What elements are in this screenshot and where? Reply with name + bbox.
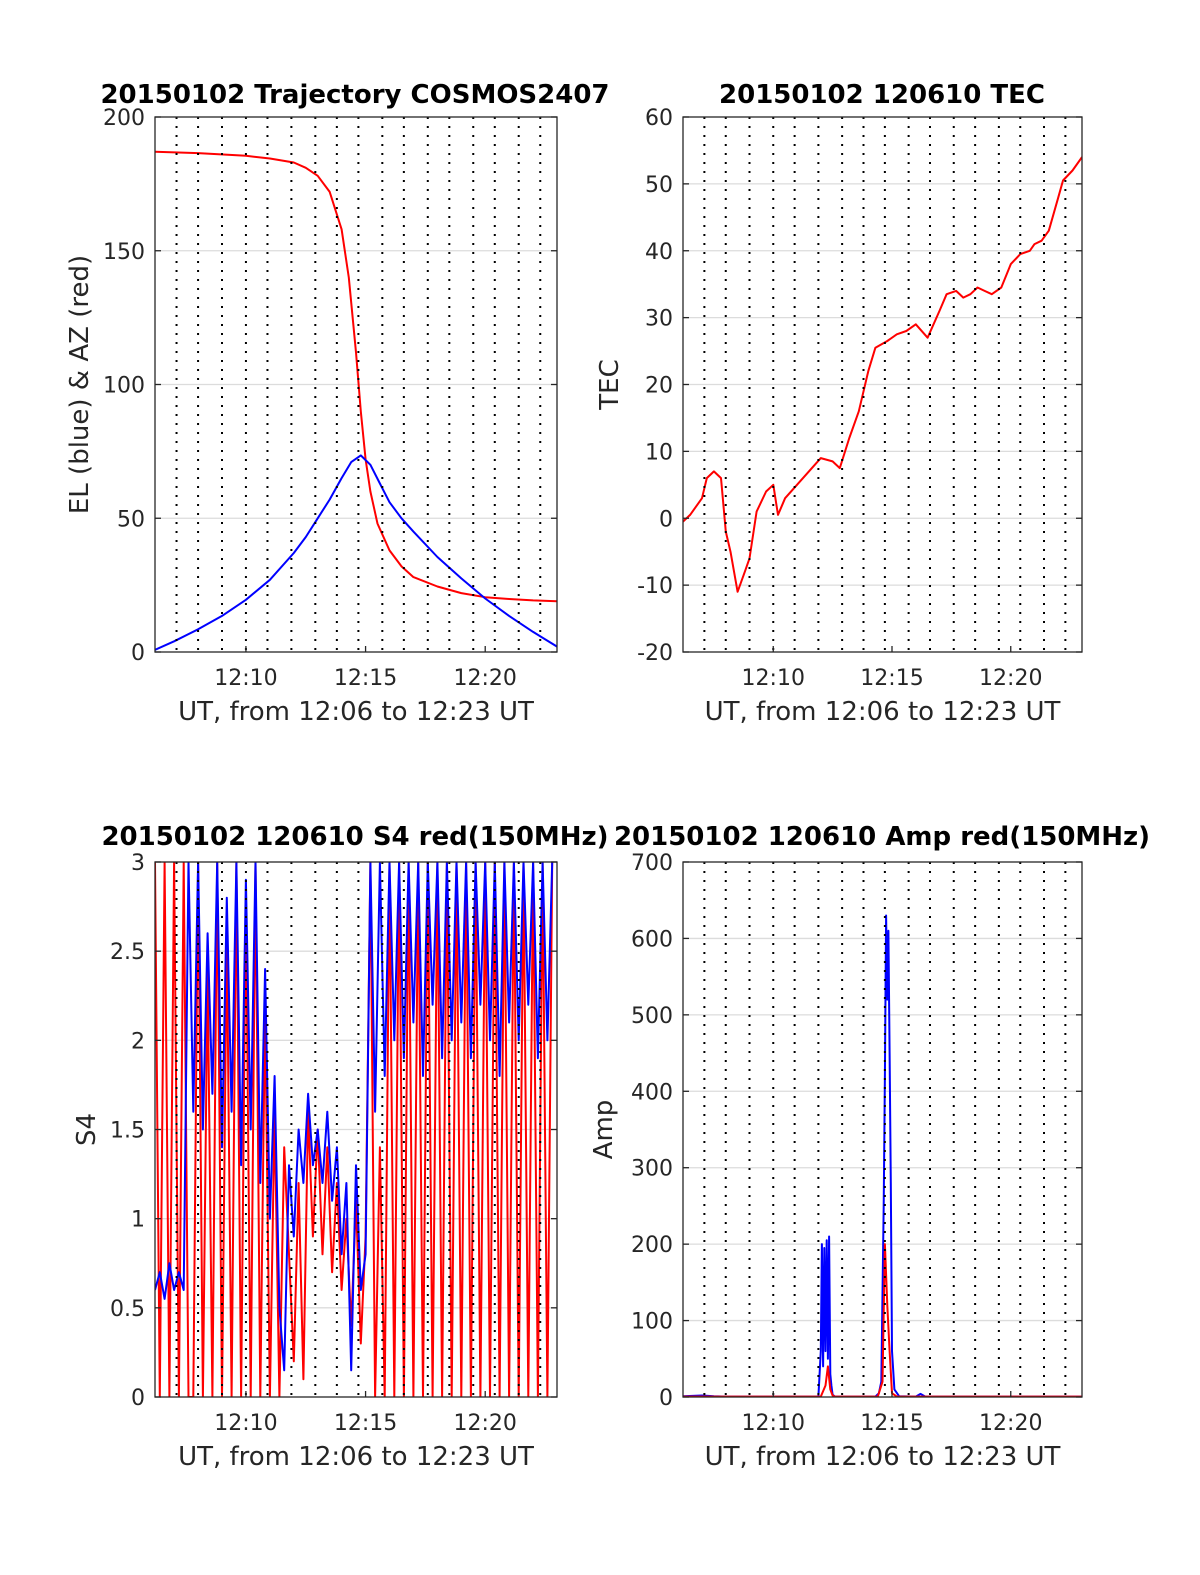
y-tick-label: 3 <box>131 851 145 876</box>
y-tick-label: 600 <box>631 927 673 952</box>
blue-series-line <box>155 862 554 1372</box>
y-axis-label: S4 <box>72 1113 102 1146</box>
plot-area <box>155 862 554 1397</box>
y-axis-label: EL (blue) & AZ (red) <box>65 255 95 514</box>
y-tick-label: 40 <box>645 240 673 265</box>
y-tick-label: 100 <box>631 1310 673 1335</box>
chart-title: 20150102 120610 S4 red(150MHz) <box>101 822 608 852</box>
x-tick-label: 12:20 <box>979 1411 1042 1436</box>
y-tick-label: 400 <box>631 1080 673 1105</box>
chart-panel-1: 0 50 100 150 200 12:10 12:15 12:20 20150102 Traj… <box>65 80 610 727</box>
y-tick-label: -10 <box>637 574 673 599</box>
x-tick-label: 12:15 <box>860 1411 923 1436</box>
chart-title: 20150102 120610 Amp red(150MHz) <box>614 822 1150 852</box>
y-tick-label: 0.5 <box>110 1297 145 1322</box>
y-tick-label: 0 <box>659 1386 673 1411</box>
y-tick-label: 2 <box>131 1029 145 1054</box>
y-tick-label: 0 <box>131 641 145 666</box>
x-tick-label: 12:20 <box>979 666 1042 691</box>
y-tick-label: 1 <box>131 1208 145 1233</box>
y-tick-label: 200 <box>103 106 145 131</box>
y-tick-label: 2.5 <box>110 940 145 965</box>
axes-frame <box>682 861 1083 1398</box>
y-tick-label: 150 <box>103 240 145 265</box>
blue-series-line <box>155 454 557 651</box>
x-axis-label: UT, from 12:06 to 12:23 UT <box>705 1442 1061 1472</box>
y-tick-label: 60 <box>645 106 673 131</box>
chart-title: 20150102 Trajectory COSMOS2407 <box>100 80 609 110</box>
x-tick-label: 12:20 <box>454 666 517 691</box>
x-tick-label: 12:10 <box>214 1411 277 1436</box>
chart-panel-3: 0 0.5 1 1.5 2 2.5 3 12:10 12:15 12:20 20150102 120… <box>72 822 609 1472</box>
red-series-line <box>155 150 557 603</box>
plot-area <box>155 117 557 652</box>
y-tick-label: 0 <box>131 1386 145 1411</box>
plot-area <box>683 117 1082 652</box>
y-axis-label: Amp <box>589 1100 619 1160</box>
y-tick-label: 300 <box>631 1157 673 1182</box>
y-tick-label: 50 <box>645 173 673 198</box>
red-series-line <box>683 156 1082 593</box>
x-tick-label: 12:10 <box>742 1411 805 1436</box>
y-tick-label: 1.5 <box>110 1119 145 1144</box>
y-tick-label: 10 <box>645 440 673 465</box>
chart-title: 20150102 120610 TEC <box>719 80 1045 110</box>
y-axis-label: TEC <box>595 359 625 410</box>
y-tick-label: 50 <box>117 507 145 532</box>
x-tick-label: 12:15 <box>860 666 923 691</box>
x-tick-label: 12:10 <box>214 666 277 691</box>
y-tick-label: 100 <box>103 374 145 399</box>
y-tick-label: 200 <box>631 1233 673 1258</box>
x-axis-label: UT, from 12:06 to 12:23 UT <box>705 697 1061 727</box>
x-tick-label: 12:15 <box>334 666 397 691</box>
chart-panel-2: -20 -10 0 10 20 30 40 50 60 12:10 12:15 12:20 201501… <box>595 80 1083 727</box>
x-tick-label: 12:10 <box>742 666 805 691</box>
x-axis-label: UT, from 12:06 to 12:23 UT <box>178 697 534 727</box>
x-tick-label: 12:15 <box>334 1411 397 1436</box>
y-tick-label: -20 <box>637 641 673 666</box>
y-tick-label: 700 <box>631 851 673 876</box>
chart-panel-4: 0 100 200 300 400 500 600 700 12:10 12:15 12:20 201… <box>589 822 1150 1472</box>
plot-area <box>683 862 1082 1397</box>
x-tick-label: 12:20 <box>454 1411 517 1436</box>
y-tick-label: 30 <box>645 307 673 332</box>
x-axis-label: UT, from 12:06 to 12:23 UT <box>178 1442 534 1472</box>
y-tick-label: 0 <box>659 507 673 532</box>
y-tick-label: 20 <box>645 374 673 399</box>
y-tick-label: 500 <box>631 1004 673 1029</box>
